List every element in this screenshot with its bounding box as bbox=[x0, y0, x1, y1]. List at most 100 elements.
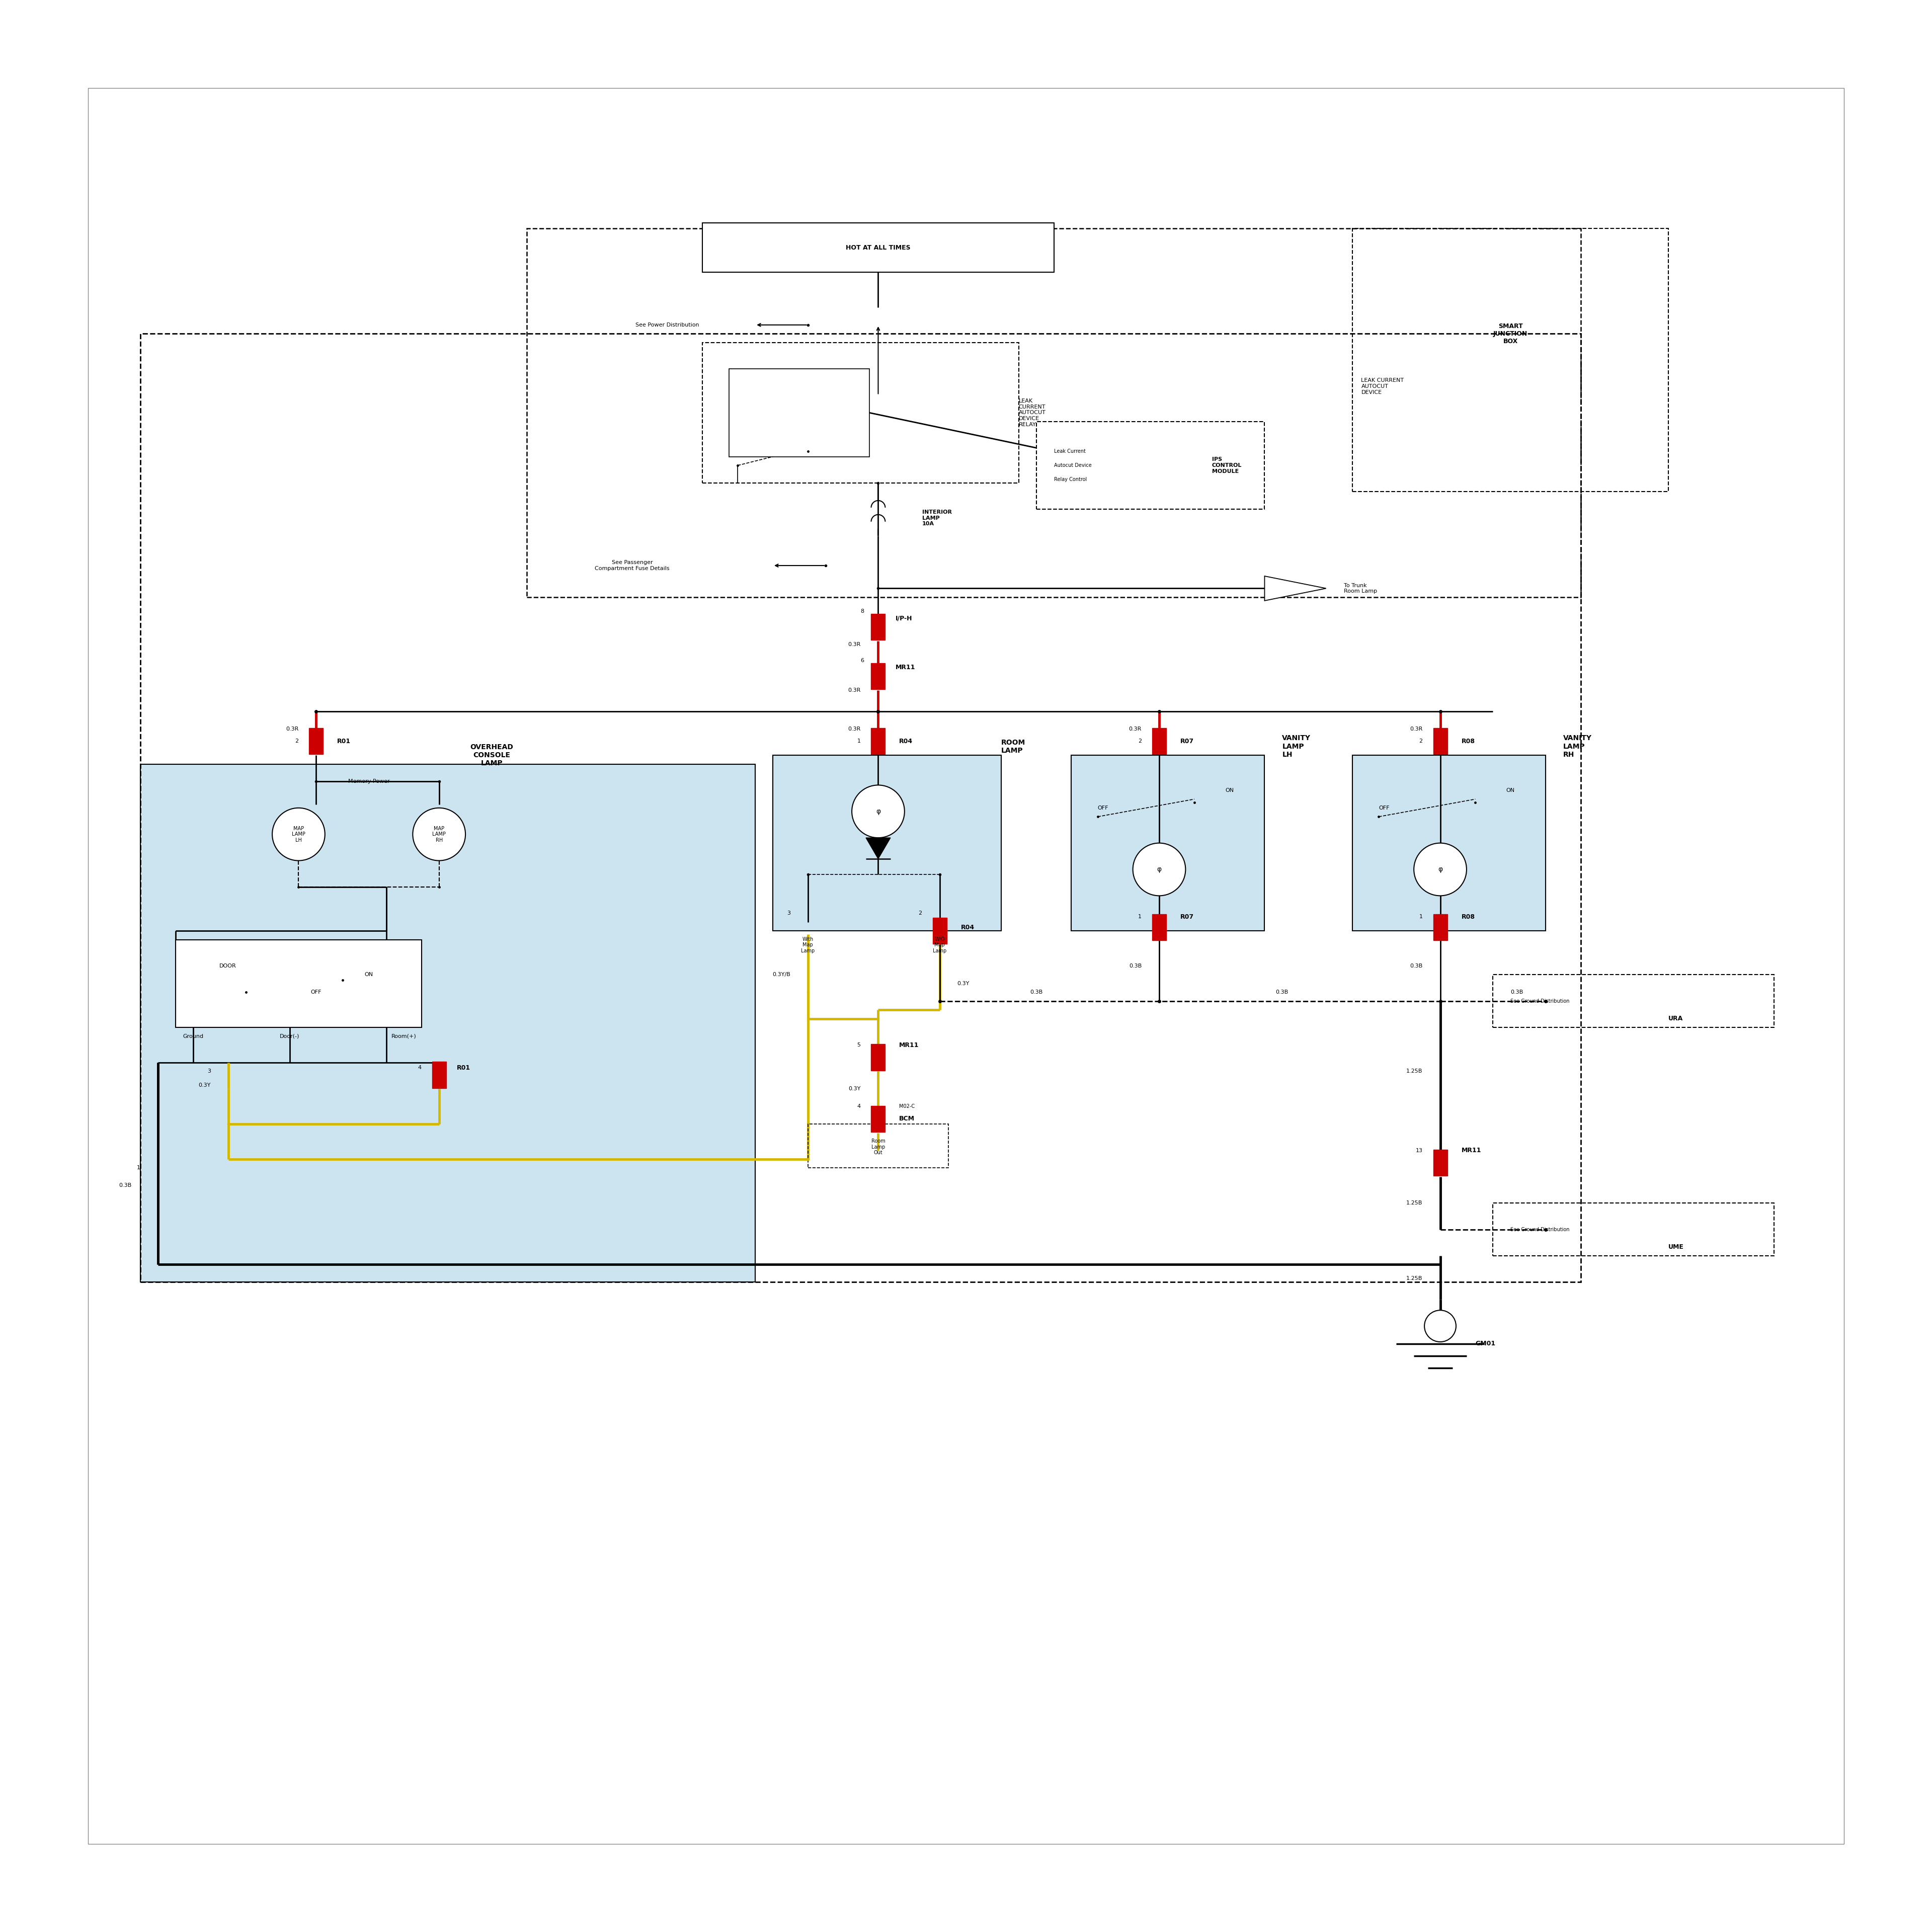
Text: I/P-H: I/P-H bbox=[896, 614, 912, 622]
Bar bbox=[871, 663, 885, 690]
Text: OVERHEAD
CONSOLE
LAMP: OVERHEAD CONSOLE LAMP bbox=[469, 744, 514, 767]
Bar bbox=[871, 1105, 885, 1132]
Text: See Ground Distribution: See Ground Distribution bbox=[1511, 999, 1569, 1003]
Polygon shape bbox=[1265, 576, 1325, 601]
Text: SMART
JUNCTION
BOX: SMART JUNCTION BOX bbox=[1493, 323, 1528, 344]
Text: 13: 13 bbox=[1416, 1148, 1422, 1153]
Bar bbox=[141, 763, 755, 1283]
Text: 0.3Y/B: 0.3Y/B bbox=[773, 972, 790, 978]
Text: 0.3B: 0.3B bbox=[1030, 989, 1043, 995]
Circle shape bbox=[1424, 1310, 1457, 1343]
Text: 0.3R: 0.3R bbox=[848, 726, 860, 732]
Text: LEAK CURRENT
AUTOCUT
DEVICE: LEAK CURRENT AUTOCUT DEVICE bbox=[1362, 379, 1405, 394]
Text: R07: R07 bbox=[1180, 738, 1194, 744]
Circle shape bbox=[272, 808, 325, 860]
Text: MAP
LAMP
RH: MAP LAMP RH bbox=[433, 825, 446, 842]
Bar bbox=[871, 1043, 885, 1070]
Bar bbox=[1493, 1204, 1774, 1256]
Text: LEAK
CURRENT
AUTOCUT
DEVICE
RELAY: LEAK CURRENT AUTOCUT DEVICE RELAY bbox=[1018, 398, 1045, 427]
Bar bbox=[309, 728, 323, 753]
Text: See Power Distribution: See Power Distribution bbox=[636, 323, 699, 327]
Text: 0.3B: 0.3B bbox=[1511, 989, 1522, 995]
Bar bbox=[176, 939, 421, 1028]
Text: DOOR: DOOR bbox=[220, 964, 236, 968]
Text: OFF: OFF bbox=[1379, 806, 1389, 810]
Text: Autocut Device: Autocut Device bbox=[1053, 464, 1092, 468]
Text: HOT AT ALL TIMES: HOT AT ALL TIMES bbox=[846, 243, 910, 251]
Bar bbox=[703, 222, 1053, 272]
Text: MR11: MR11 bbox=[1461, 1148, 1482, 1153]
Text: φ: φ bbox=[1437, 866, 1443, 873]
Polygon shape bbox=[866, 838, 891, 860]
Text: 4: 4 bbox=[417, 1065, 421, 1070]
Text: R04: R04 bbox=[960, 923, 974, 931]
Text: 1: 1 bbox=[1420, 914, 1422, 920]
Bar bbox=[773, 755, 1001, 931]
Text: 0.3B: 0.3B bbox=[120, 1182, 131, 1188]
Bar bbox=[527, 228, 1580, 597]
Text: 0.3B: 0.3B bbox=[1410, 964, 1422, 968]
Text: OFF: OFF bbox=[311, 989, 321, 995]
Text: R07: R07 bbox=[1180, 914, 1194, 920]
Text: 0.3R: 0.3R bbox=[1128, 726, 1142, 732]
Text: GM01: GM01 bbox=[1476, 1341, 1495, 1347]
Text: ON: ON bbox=[1507, 788, 1515, 792]
Text: 2: 2 bbox=[1138, 738, 1142, 744]
Bar bbox=[871, 728, 885, 753]
Text: See Ground Distribution: See Ground Distribution bbox=[1511, 1227, 1569, 1233]
Text: 3: 3 bbox=[207, 1068, 211, 1074]
Text: 0.3R: 0.3R bbox=[1410, 726, 1422, 732]
Circle shape bbox=[1414, 842, 1466, 896]
Text: ON: ON bbox=[1225, 788, 1235, 792]
Text: With
Map
Lamp: With Map Lamp bbox=[802, 937, 815, 952]
Text: MAP
LAMP
LH: MAP LAMP LH bbox=[292, 825, 305, 842]
Text: M02-C: M02-C bbox=[898, 1103, 916, 1109]
Bar bbox=[1434, 728, 1447, 753]
Text: W/O
Map
Lamp: W/O Map Lamp bbox=[933, 937, 947, 952]
Text: 1.25B: 1.25B bbox=[1406, 1200, 1422, 1206]
Text: 3: 3 bbox=[786, 910, 790, 916]
Text: R08: R08 bbox=[1461, 738, 1474, 744]
Text: MR11: MR11 bbox=[898, 1041, 920, 1049]
Text: 1.25B: 1.25B bbox=[1406, 1277, 1422, 1281]
Text: R04: R04 bbox=[898, 738, 914, 744]
Text: To Trunk
Room Lamp: To Trunk Room Lamp bbox=[1343, 583, 1378, 593]
Bar bbox=[1151, 728, 1167, 753]
Bar bbox=[933, 918, 947, 945]
Text: 6: 6 bbox=[860, 659, 864, 663]
Text: R08: R08 bbox=[1461, 914, 1474, 920]
Text: BCM: BCM bbox=[898, 1115, 916, 1122]
Text: 1: 1 bbox=[1138, 914, 1142, 920]
Bar bbox=[728, 369, 869, 456]
Text: UME: UME bbox=[1669, 1244, 1685, 1250]
Text: VANITY
LAMP
LH: VANITY LAMP LH bbox=[1283, 734, 1310, 757]
Circle shape bbox=[852, 784, 904, 838]
Text: OFF: OFF bbox=[1097, 806, 1109, 810]
Bar bbox=[1036, 421, 1265, 510]
Text: Relay Control: Relay Control bbox=[1053, 477, 1086, 481]
Text: φ: φ bbox=[1157, 866, 1161, 873]
Text: R01: R01 bbox=[456, 1065, 469, 1070]
Text: Room
Lamp
Out: Room Lamp Out bbox=[871, 1138, 885, 1155]
Bar bbox=[871, 614, 885, 639]
Bar bbox=[1352, 228, 1669, 493]
Circle shape bbox=[1132, 842, 1186, 896]
Text: Door(-): Door(-) bbox=[280, 1034, 299, 1039]
Text: 1: 1 bbox=[137, 1165, 141, 1171]
Text: MR11: MR11 bbox=[896, 665, 916, 670]
Text: 0.3R: 0.3R bbox=[286, 726, 299, 732]
Text: ROOM
LAMP: ROOM LAMP bbox=[1001, 738, 1026, 753]
Text: Leak Current: Leak Current bbox=[1053, 448, 1086, 454]
Text: ON: ON bbox=[365, 972, 373, 978]
Text: 2: 2 bbox=[918, 910, 922, 916]
Text: Ground: Ground bbox=[184, 1034, 203, 1039]
Bar bbox=[1434, 1150, 1447, 1177]
Text: 0.3R: 0.3R bbox=[848, 641, 860, 647]
Text: URA: URA bbox=[1669, 1016, 1683, 1022]
Text: INTERIOR
LAMP
10A: INTERIOR LAMP 10A bbox=[922, 510, 952, 527]
Text: 2: 2 bbox=[1420, 738, 1422, 744]
Text: 4: 4 bbox=[858, 1103, 860, 1109]
Text: See Passenger
Compartment Fuse Details: See Passenger Compartment Fuse Details bbox=[595, 560, 670, 572]
Bar bbox=[141, 334, 1580, 1283]
Bar bbox=[1434, 914, 1447, 941]
